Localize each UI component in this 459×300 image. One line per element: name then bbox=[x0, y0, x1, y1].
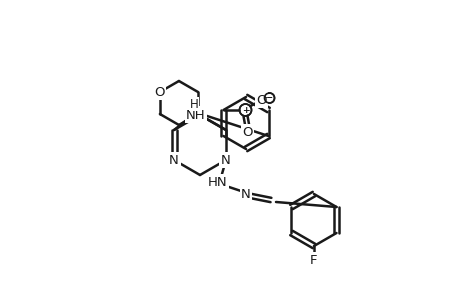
Text: O: O bbox=[256, 94, 266, 106]
Text: N: N bbox=[193, 107, 202, 121]
Text: O: O bbox=[154, 85, 165, 98]
Text: N: N bbox=[241, 188, 250, 200]
Text: N: N bbox=[193, 107, 202, 121]
Text: −: − bbox=[265, 93, 273, 103]
Text: N: N bbox=[170, 154, 179, 166]
Text: N: N bbox=[195, 109, 204, 122]
Text: O: O bbox=[154, 85, 165, 98]
Text: N: N bbox=[219, 154, 230, 166]
Text: −: − bbox=[265, 93, 273, 103]
Text: HN: HN bbox=[208, 176, 227, 188]
Text: N: N bbox=[195, 109, 204, 122]
Text: N: N bbox=[221, 154, 230, 166]
Text: F: F bbox=[309, 254, 317, 266]
Text: NH: NH bbox=[186, 109, 205, 122]
Text: O: O bbox=[256, 94, 266, 106]
Text: N: N bbox=[241, 188, 250, 200]
Text: O: O bbox=[242, 125, 252, 139]
Text: NH: NH bbox=[186, 109, 205, 122]
Text: N: N bbox=[169, 154, 179, 166]
Text: HN: HN bbox=[208, 176, 227, 188]
Text: H: H bbox=[189, 98, 198, 110]
Text: H: H bbox=[188, 98, 197, 112]
Text: +: + bbox=[241, 106, 249, 115]
Text: F: F bbox=[309, 254, 317, 266]
Text: O: O bbox=[242, 125, 252, 139]
Text: +: + bbox=[241, 106, 249, 115]
